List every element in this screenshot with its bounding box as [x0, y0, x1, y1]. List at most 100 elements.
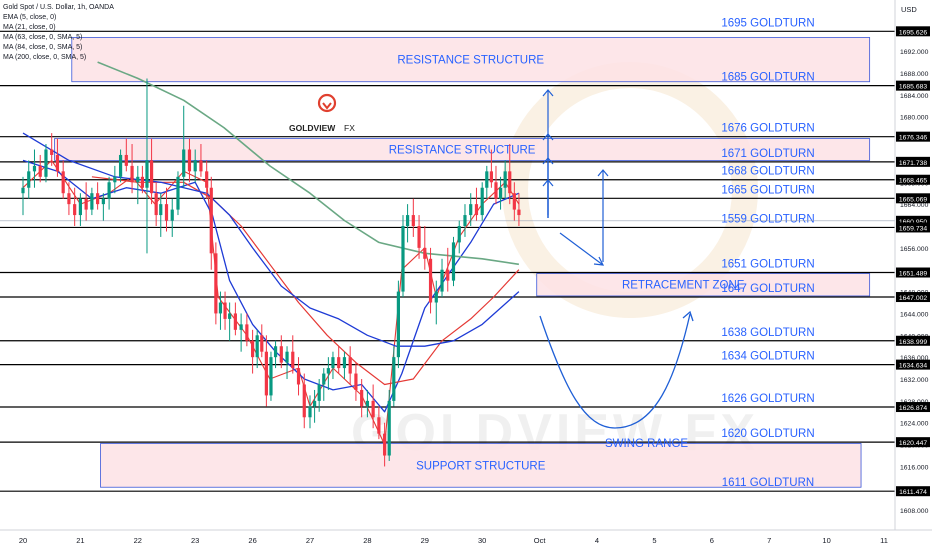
level-label: 1668 GOLDTURN [721, 166, 814, 178]
candle-body [337, 357, 341, 369]
price-tick-label: 1688.000 [900, 71, 929, 78]
candle-body [428, 258, 433, 303]
zone-label: RESISTANCE STRUCTURE [389, 144, 536, 156]
level-label: 1685 GOLDTURN [721, 72, 814, 84]
symbol-title[interactable]: Gold Spot / U.S. Dollar, 1h, OANDA [3, 4, 114, 11]
price-tag-text: 1620.447 [899, 440, 928, 447]
diag-arrow-shaft [559, 232, 604, 266]
candle-body [302, 384, 306, 418]
zone-label: SUPPORT STRUCTURE [416, 460, 546, 472]
time-tick-label: 30 [478, 536, 486, 545]
time-tick-label: 7 [767, 536, 771, 545]
level-label: 1634 GOLDTURN [721, 351, 814, 363]
price-tag-text: 1659.734 [899, 225, 928, 232]
candle-body [434, 291, 438, 303]
candle-body [61, 171, 65, 194]
candle-body [223, 302, 227, 319]
price-tick-label: 1664.000 [900, 202, 929, 209]
candle-body [159, 204, 163, 216]
candle-body [187, 149, 192, 172]
price-tag-text: 1626.874 [899, 405, 928, 412]
price-tick-label: 1644.000 [900, 311, 929, 318]
candle-body [176, 176, 180, 210]
projection-arrows [539, 89, 694, 429]
candle-body [401, 226, 405, 292]
level-label: 1695 GOLDTURN [721, 17, 814, 29]
candle-body [101, 198, 105, 205]
swing-curve [539, 313, 691, 429]
candle-body [312, 400, 317, 407]
candle-body [218, 302, 223, 314]
zone-box [54, 138, 871, 161]
time-tick-label: 5 [652, 536, 656, 545]
candle-body [322, 373, 326, 385]
zone-label: RETRACEMENT ZONE [622, 280, 745, 292]
ma-line [22, 132, 520, 347]
swing-arrow-head [682, 310, 694, 322]
price-tag-bg [896, 402, 930, 413]
zone-box [100, 443, 862, 488]
candle-body [38, 165, 42, 177]
structure-zones: RESISTANCE STRUCTURE RESISTANCE STRUCTURE… [54, 37, 871, 488]
price-tag-text: 1685.683 [899, 84, 928, 91]
price-tick-label: 1684.000 [900, 93, 929, 100]
time-tick-label: 27 [306, 536, 314, 545]
time-tick-label: 20 [19, 536, 27, 545]
zone-box [71, 37, 871, 83]
candle-body [140, 176, 144, 188]
candle-body [269, 357, 273, 396]
price-tick-label: 1636.000 [900, 355, 929, 362]
candle-body [489, 171, 493, 183]
candle-body [149, 160, 154, 194]
candle-body [498, 187, 503, 199]
up-arrow-head [542, 157, 554, 165]
currency-label: USD [901, 5, 917, 14]
indicator-ema5[interactable]: EMA (5, close, 0) [3, 14, 57, 21]
candle-body [440, 269, 444, 292]
candle-body [446, 269, 450, 281]
candle-body [371, 400, 375, 418]
price-tick-label: 1680.000 [900, 115, 929, 122]
candle-body [239, 324, 243, 330]
logo-text: GOLDVIEW [289, 123, 336, 133]
candle-body [21, 187, 25, 194]
price-tag-bg [896, 267, 930, 278]
price-tick-label: 1616.000 [900, 464, 929, 471]
candle-body [457, 226, 461, 243]
candle-body [279, 346, 283, 363]
candle-body [164, 204, 169, 221]
candle-body [296, 368, 301, 385]
candle-body [228, 313, 232, 319]
price-tag-text: 1611.474 [899, 489, 927, 496]
candle-body [209, 187, 213, 254]
indicator-ma63[interactable]: MA (63, close, 0, SMA, 5) [3, 34, 83, 41]
price-tag-text: 1651.489 [899, 271, 928, 278]
indicator-ma21[interactable]: MA (21, close, 0) [3, 24, 56, 31]
candle-body [469, 204, 473, 216]
price-tick-label: 1624.000 [900, 421, 929, 428]
level-label: 1676 GOLDTURN [721, 123, 814, 135]
candle-body [96, 193, 100, 205]
candle-body [342, 357, 347, 369]
price-tag-text: 1676.346 [899, 135, 928, 142]
level-label: 1626 GOLDTURN [721, 393, 814, 405]
candle-body [50, 149, 54, 155]
chart-legend: Gold Spot / U.S. Dollar, 1h, OANDA EMA (… [3, 3, 114, 63]
indicator-ma200[interactable]: MA (200, close, 0, SMA, 5) [3, 54, 87, 61]
level-label: 1620 GOLDTURN [721, 428, 814, 440]
candle-body [405, 215, 410, 226]
logo-mark [317, 93, 337, 113]
diag-arrow-head [593, 256, 605, 266]
indicator-ma84[interactable]: MA (84, close, 0, SMA, 5) [3, 44, 83, 51]
price-tag-bg [896, 193, 930, 204]
candle-body [55, 154, 60, 172]
candle-body [517, 209, 521, 216]
candle-body [348, 357, 352, 374]
up-arrow-head [542, 89, 554, 97]
price-tags: 1695.626 1685.683 1676.346 1671.738 1668.465… [896, 26, 930, 497]
candle-body [27, 171, 31, 188]
level-label: 1647 GOLDTURN [721, 283, 814, 295]
candle-body [145, 160, 149, 188]
watermark: GOLDVIEW FX [351, 62, 758, 462]
